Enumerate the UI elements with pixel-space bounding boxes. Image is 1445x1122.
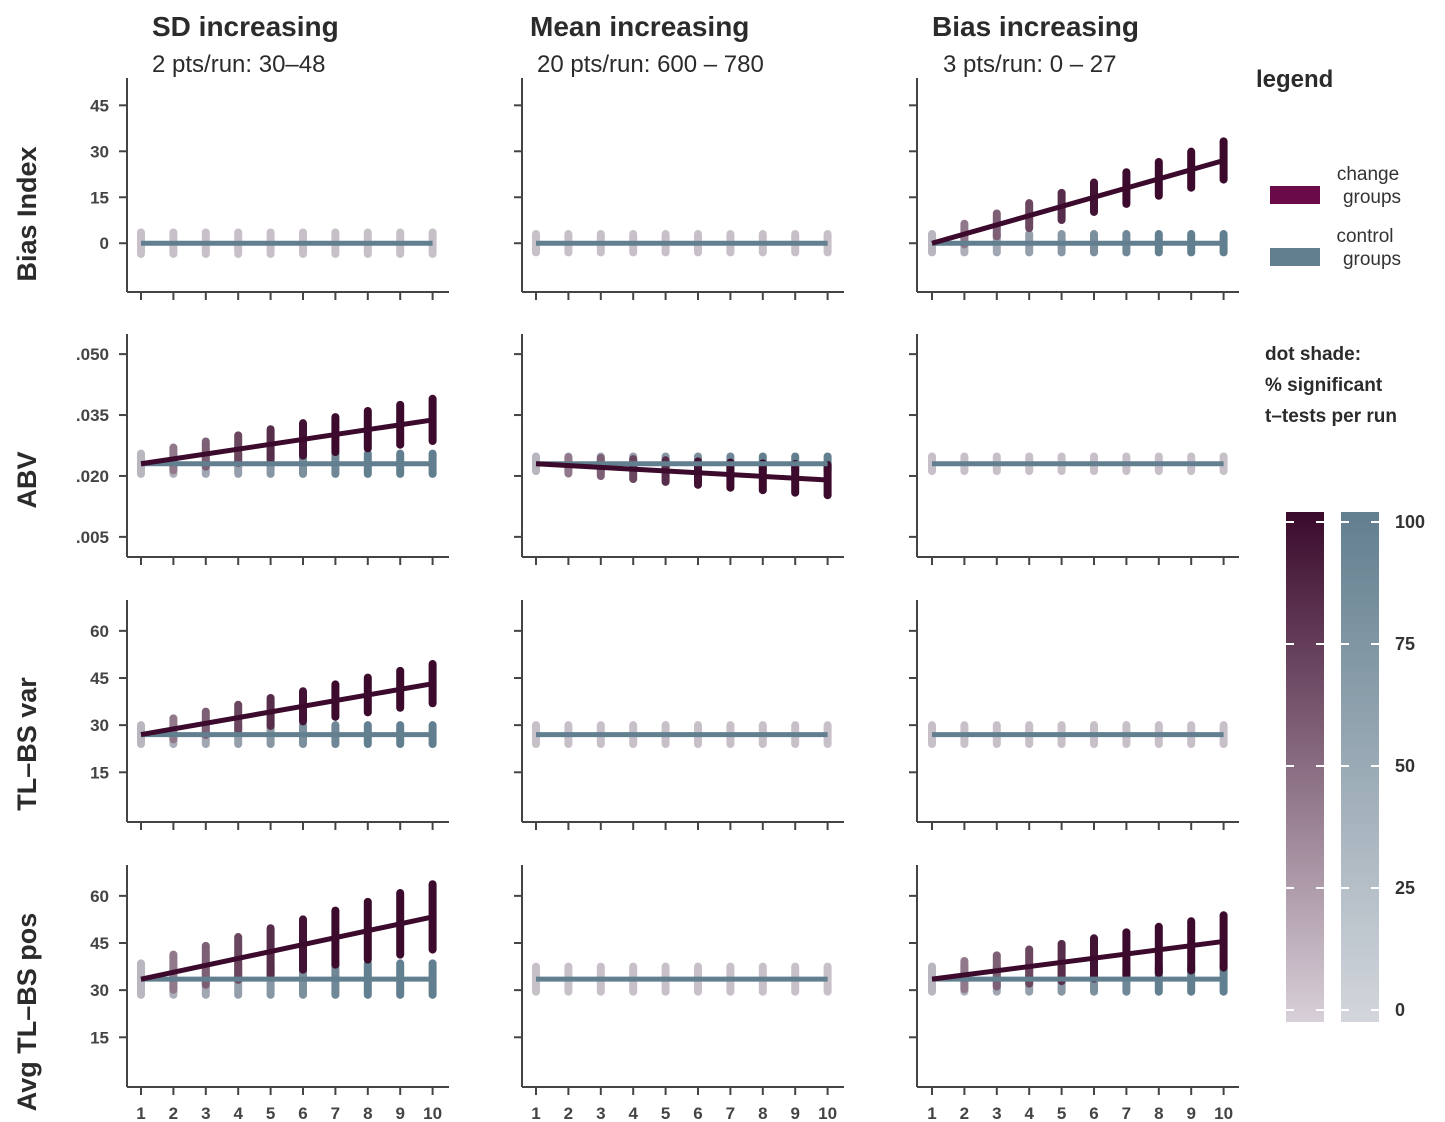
panel-2-3 bbox=[909, 334, 1239, 565]
x-tick-label: 1 bbox=[531, 1104, 540, 1122]
x-tick-label: 7 bbox=[331, 1104, 340, 1122]
y-tick-label: .050 bbox=[76, 345, 109, 364]
change-trend-line bbox=[535, 461, 828, 483]
x-tick-label: 8 bbox=[758, 1104, 767, 1122]
x-tick-label: 7 bbox=[1122, 1104, 1131, 1122]
y-tick-label: .020 bbox=[76, 467, 109, 486]
legend-label-control-1: control bbox=[1336, 226, 1393, 247]
column-title-mean: Mean increasing bbox=[530, 11, 749, 42]
x-tick-label: 3 bbox=[992, 1104, 1001, 1122]
y-tick-label: 15 bbox=[90, 188, 109, 207]
shade-title-2: % significant bbox=[1265, 375, 1383, 396]
x-tick-label: 3 bbox=[596, 1104, 605, 1122]
colorbar-tick-label: 0 bbox=[1395, 1000, 1405, 1020]
colorbar-tick-label: 25 bbox=[1395, 878, 1415, 898]
x-tick-label: 9 bbox=[790, 1104, 799, 1122]
panel-1-1: 45 30 15 0 bbox=[90, 78, 449, 300]
colorbar-tick-label: 100 bbox=[1395, 512, 1425, 532]
panel-3-3 bbox=[909, 600, 1239, 830]
row-label-bias-index: Bias Index bbox=[12, 146, 42, 281]
x-tick-label: 8 bbox=[1154, 1104, 1163, 1122]
x-tick-label: 6 bbox=[693, 1104, 702, 1122]
x-tick-label: 9 bbox=[395, 1104, 404, 1122]
x-tick-label: 4 bbox=[628, 1104, 638, 1122]
legend-label-change-2: groups bbox=[1343, 187, 1401, 208]
panel-4-2: 1 2 3 4 5 6 7 8 9 10 bbox=[514, 865, 844, 1122]
x-tick-label: 2 bbox=[960, 1104, 969, 1122]
change-trend-line bbox=[931, 158, 1225, 246]
column-subtitle-mean: 20 pts/run: 600 – 780 bbox=[537, 51, 764, 78]
y-tick-label: 45 bbox=[90, 669, 109, 688]
y-tick-label: 0 bbox=[100, 234, 109, 253]
y-tick-label: 30 bbox=[90, 142, 109, 161]
x-tick-label: 7 bbox=[726, 1104, 735, 1122]
change-trend-line bbox=[140, 914, 434, 982]
x-tick-label: 1 bbox=[927, 1104, 936, 1122]
change-trend-line bbox=[140, 681, 434, 738]
y-tick-label: 15 bbox=[90, 1028, 109, 1047]
column-subtitle-bias: 3 pts/run: 0 – 27 bbox=[943, 51, 1116, 78]
y-tick-label: 30 bbox=[90, 981, 109, 1000]
y-tick-label: 45 bbox=[90, 96, 109, 115]
x-tick-label: 8 bbox=[363, 1104, 372, 1122]
x-tick-label: 2 bbox=[169, 1104, 178, 1122]
x-tick-label: 4 bbox=[233, 1104, 243, 1122]
column-title-sd: SD increasing bbox=[152, 11, 339, 42]
y-tick-label: .005 bbox=[76, 528, 109, 547]
x-tick-label: 5 bbox=[661, 1104, 670, 1122]
panel-3-1: 60 45 30 15 bbox=[90, 600, 449, 830]
x-tick-label: 3 bbox=[201, 1104, 210, 1122]
x-tick-label: 1 bbox=[136, 1104, 145, 1122]
legend-label-control-2: groups bbox=[1343, 249, 1401, 270]
legend-swatch-change bbox=[1270, 186, 1320, 204]
y-tick-label: 60 bbox=[90, 622, 109, 641]
change-trend-line bbox=[931, 938, 1224, 982]
change-trend-line bbox=[140, 417, 433, 467]
x-tick-label: 10 bbox=[818, 1104, 837, 1122]
panel-4-3: 1 2 3 4 5 6 7 8 9 10 bbox=[909, 865, 1239, 1122]
legend-title: legend bbox=[1256, 66, 1333, 93]
colorbar-tick-label: 75 bbox=[1395, 634, 1415, 654]
column-title-bias: Bias increasing bbox=[932, 11, 1139, 42]
colorbar-ticks: 100 75 50 25 0 bbox=[1286, 512, 1425, 1020]
row-label-avg-tlbs-pos: Avg TL–BS pos bbox=[12, 913, 42, 1112]
legend-swatch-control bbox=[1270, 248, 1320, 266]
panel-1-2 bbox=[514, 78, 844, 300]
x-tick-label: 10 bbox=[1214, 1104, 1233, 1122]
column-subtitle-sd: 2 pts/run: 30–48 bbox=[152, 51, 325, 78]
y-tick-label: 60 bbox=[90, 887, 109, 906]
panel-grid: 4530150.050.035.020.00560453015604530151… bbox=[76, 78, 1239, 1122]
y-tick-label: 15 bbox=[90, 763, 109, 782]
row-label-abv: ABV bbox=[12, 451, 42, 508]
x-tick-label: 5 bbox=[1057, 1104, 1066, 1122]
x-tick-label: 10 bbox=[423, 1104, 442, 1122]
x-tick-label: 4 bbox=[1024, 1104, 1034, 1122]
legend-label-change-1: change bbox=[1337, 164, 1399, 185]
x-tick-label: 9 bbox=[1186, 1104, 1195, 1122]
x-tick-label: 6 bbox=[1089, 1104, 1098, 1122]
row-label-tlbs-var: TL–BS var bbox=[12, 677, 42, 811]
shade-title-1: dot shade: bbox=[1265, 344, 1361, 365]
y-tick-label: 45 bbox=[90, 934, 109, 953]
shade-title-3: t–tests per run bbox=[1265, 406, 1397, 427]
colorbar-tick-label: 50 bbox=[1395, 756, 1415, 776]
y-tick-label: 30 bbox=[90, 716, 109, 735]
panel-1-3 bbox=[909, 78, 1239, 300]
panel-3-2 bbox=[514, 600, 844, 830]
x-tick-label: 5 bbox=[266, 1104, 275, 1122]
x-tick-label: 6 bbox=[298, 1104, 307, 1122]
y-tick-label: .035 bbox=[76, 406, 109, 425]
x-tick-label: 2 bbox=[564, 1104, 573, 1122]
panel-2-1: .050 .035 .020 .005 bbox=[76, 334, 449, 565]
panel-2-2 bbox=[514, 334, 844, 565]
